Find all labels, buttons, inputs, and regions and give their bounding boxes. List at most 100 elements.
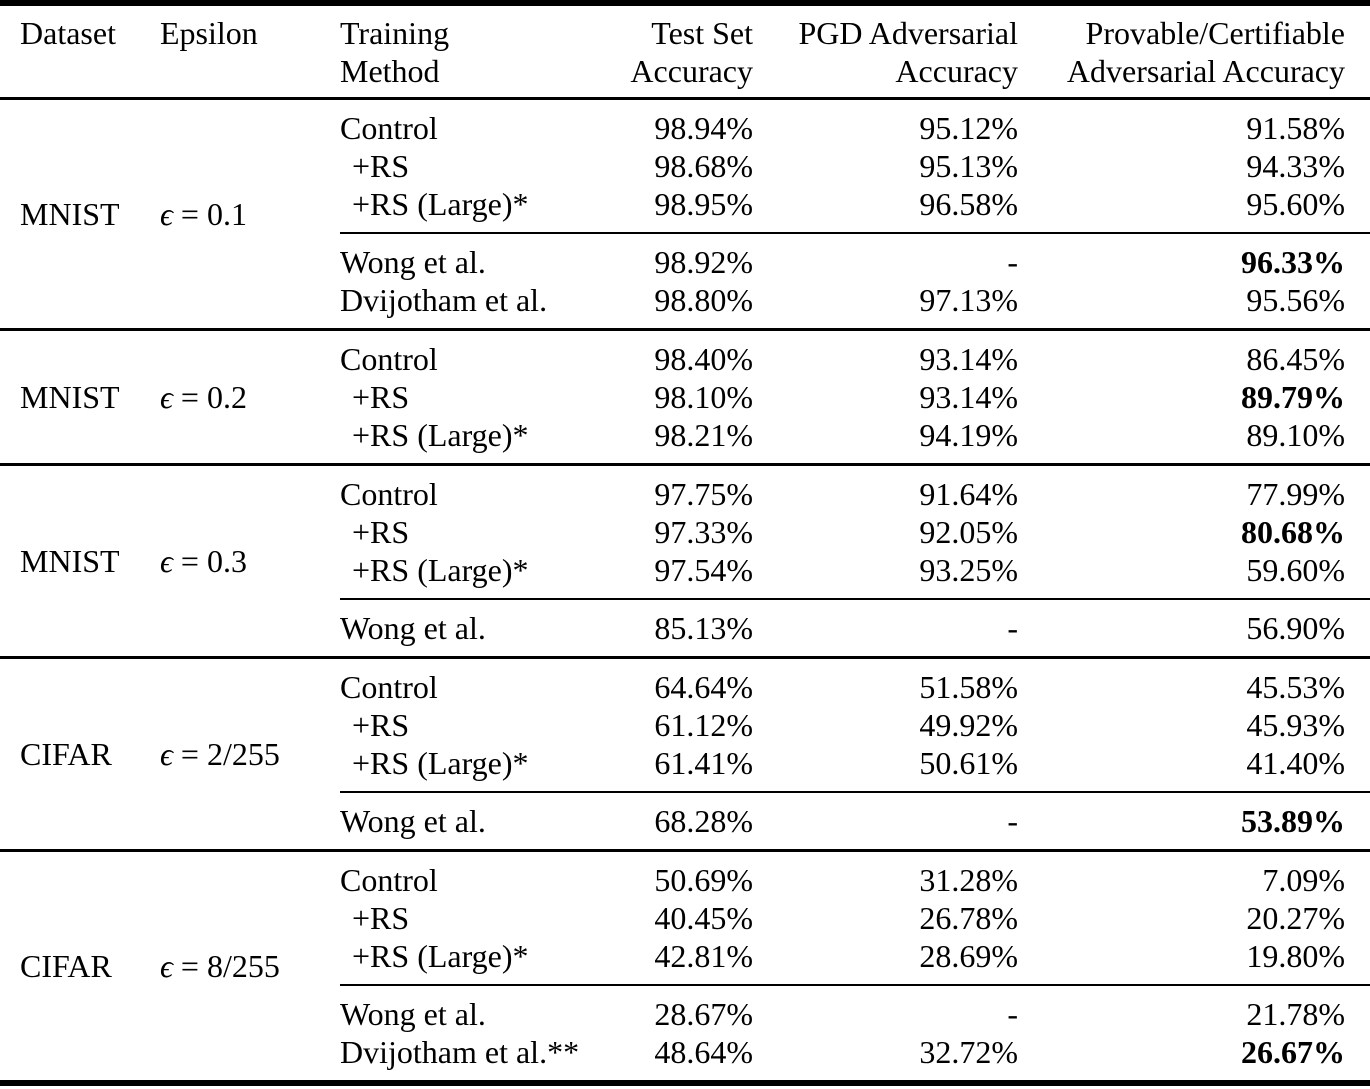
dataset-block-mnist-eps02: MNIST ϵ = 0.2 Control 98.40% 93.14% 86.45…: [0, 331, 1370, 463]
provable-accuracy-cell: 45.53%: [1246, 669, 1345, 705]
provable-accuracy-cell: 20.27%: [1246, 900, 1345, 936]
dataset-block-mnist-eps03: MNIST ϵ = 0.3 Control 97.75% 91.64% 77.99…: [0, 466, 1370, 656]
method-cell: Control: [340, 476, 438, 512]
pgd-accuracy-cell: 95.13%: [919, 148, 1018, 184]
header-epsilon: Epsilon: [160, 15, 258, 51]
test-accuracy-cell: 42.81%: [654, 938, 753, 974]
provable-accuracy-cell: 7.09%: [1262, 862, 1345, 898]
provable-accuracy-cell: 19.80%: [1246, 938, 1345, 974]
table-row: Dvijotham et al.** 48.64% 32.72% 26.67%: [340, 1033, 1370, 1071]
pgd-accuracy-cell: 94.19%: [919, 417, 1018, 453]
method-cell: +RS (Large)*: [352, 417, 529, 453]
header-rule: [0, 97, 1370, 100]
block-separator-rule: [0, 656, 1370, 659]
test-accuracy-cell: 64.64%: [654, 669, 753, 705]
test-accuracy-cell: 61.41%: [654, 745, 753, 781]
table-row: +RS 97.33% 92.05% 80.68%: [340, 513, 1370, 551]
test-accuracy-cell: 98.92%: [654, 244, 753, 280]
epsilon-value: = 8/255: [180, 947, 280, 984]
epsilon-symbol: ϵ: [160, 195, 173, 232]
method-cell: +RS (Large)*: [352, 552, 529, 588]
test-accuracy-cell: 98.80%: [654, 282, 753, 318]
method-cell: +RS: [352, 707, 410, 743]
table-row: Control 98.40% 93.14% 86.45%: [340, 340, 1370, 378]
test-accuracy-cell: 98.21%: [654, 417, 753, 453]
pgd-accuracy-cell: 28.69%: [919, 938, 1018, 974]
table-row: Control 50.69% 31.28% 7.09%: [340, 861, 1370, 899]
table-row: +RS (Large)* 97.54% 93.25% 59.60%: [340, 551, 1370, 589]
provable-accuracy-cell: 89.10%: [1246, 417, 1345, 453]
pgd-accuracy-cell: 51.58%: [919, 669, 1018, 705]
provable-accuracy-cell: 53.89%: [1241, 803, 1345, 839]
test-accuracy-cell: 98.95%: [654, 186, 753, 222]
epsilon-symbol: ϵ: [160, 947, 173, 984]
epsilon-value: = 0.3: [180, 542, 247, 579]
pgd-accuracy-cell: -: [1007, 996, 1018, 1032]
method-cell: Wong et al.: [340, 803, 486, 839]
provable-accuracy-cell: 80.68%: [1241, 514, 1345, 550]
epsilon-label: ϵ = 2/255: [160, 736, 280, 773]
table-row: Wong et al. 28.67% - 21.78%: [340, 995, 1370, 1033]
header-pgd-accuracy: PGD Adversarial Accuracy: [798, 15, 1018, 89]
epsilon-label: ϵ = 0.2: [160, 379, 247, 416]
pgd-accuracy-cell: 95.12%: [919, 110, 1018, 146]
table-header: Dataset Epsilon Training Method Test Set…: [0, 6, 1370, 97]
pgd-accuracy-cell: 93.14%: [919, 379, 1018, 415]
provable-accuracy-cell: 45.93%: [1246, 707, 1345, 743]
pgd-accuracy-cell: 93.14%: [919, 341, 1018, 377]
baseline-midrule: [340, 791, 1370, 793]
pgd-accuracy-cell: -: [1007, 803, 1018, 839]
method-cell: +RS (Large)*: [352, 186, 529, 222]
method-cell: Control: [340, 669, 438, 705]
test-accuracy-cell: 97.54%: [654, 552, 753, 588]
table-row: +RS (Large)* 42.81% 28.69% 19.80%: [340, 937, 1370, 975]
epsilon-symbol: ϵ: [160, 542, 173, 579]
pgd-accuracy-cell: -: [1007, 610, 1018, 646]
table-row: +RS 40.45% 26.78% 20.27%: [340, 899, 1370, 937]
provable-accuracy-cell: 89.79%: [1241, 379, 1345, 415]
pgd-accuracy-cell: 91.64%: [919, 476, 1018, 512]
dataset-label: MNIST: [20, 542, 120, 579]
method-cell: Dvijotham et al.: [340, 282, 548, 318]
method-cell: +RS (Large)*: [352, 938, 529, 974]
pgd-accuracy-cell: 96.58%: [919, 186, 1018, 222]
pgd-accuracy-cell: -: [1007, 244, 1018, 280]
pgd-accuracy-cell: 93.25%: [919, 552, 1018, 588]
pgd-accuracy-cell: 50.61%: [919, 745, 1018, 781]
table-row: +RS 61.12% 49.92% 45.93%: [340, 706, 1370, 744]
method-cell: Control: [340, 862, 438, 898]
table-row: Wong et al. 68.28% - 53.89%: [340, 802, 1370, 840]
epsilon-value: = 2/255: [180, 735, 280, 772]
provable-accuracy-cell: 21.78%: [1246, 996, 1345, 1032]
header-training-method: Training Method: [340, 15, 450, 89]
provable-accuracy-cell: 94.33%: [1246, 148, 1345, 184]
baseline-midrule: [340, 598, 1370, 600]
provable-accuracy-cell: 41.40%: [1246, 745, 1345, 781]
provable-accuracy-cell: 96.33%: [1241, 244, 1345, 280]
test-accuracy-cell: 68.28%: [654, 803, 753, 839]
method-cell: Wong et al.: [340, 996, 486, 1032]
table-row: Wong et al. 98.92% - 96.33%: [340, 243, 1370, 281]
baseline-midrule: [340, 984, 1370, 986]
test-accuracy-cell: 28.67%: [654, 996, 753, 1032]
method-cell: Control: [340, 110, 438, 146]
pgd-accuracy-cell: 26.78%: [919, 900, 1018, 936]
table-row: +RS (Large)* 61.41% 50.61% 41.40%: [340, 744, 1370, 782]
epsilon-label: ϵ = 8/255: [160, 948, 280, 985]
provable-accuracy-cell: 59.60%: [1246, 552, 1345, 588]
test-accuracy-cell: 85.13%: [654, 610, 753, 646]
dataset-block-cifar-eps2-255: CIFAR ϵ = 2/255 Control 64.64% 51.58% 45.…: [0, 659, 1370, 849]
test-accuracy-cell: 40.45%: [654, 900, 753, 936]
table-row: +RS (Large)* 98.21% 94.19% 89.10%: [340, 416, 1370, 454]
test-accuracy-cell: 98.94%: [654, 110, 753, 146]
dataset-label: CIFAR: [20, 735, 112, 772]
method-cell: +RS (Large)*: [352, 745, 529, 781]
header-provable-accuracy: Provable/Certifiable Adversarial Accurac…: [1066, 15, 1345, 89]
pgd-accuracy-cell: 31.28%: [919, 862, 1018, 898]
provable-accuracy-cell: 95.56%: [1246, 282, 1345, 318]
baseline-midrule: [340, 232, 1370, 234]
epsilon-symbol: ϵ: [160, 735, 173, 772]
test-accuracy-cell: 97.33%: [654, 514, 753, 550]
dataset-label: CIFAR: [20, 947, 112, 984]
